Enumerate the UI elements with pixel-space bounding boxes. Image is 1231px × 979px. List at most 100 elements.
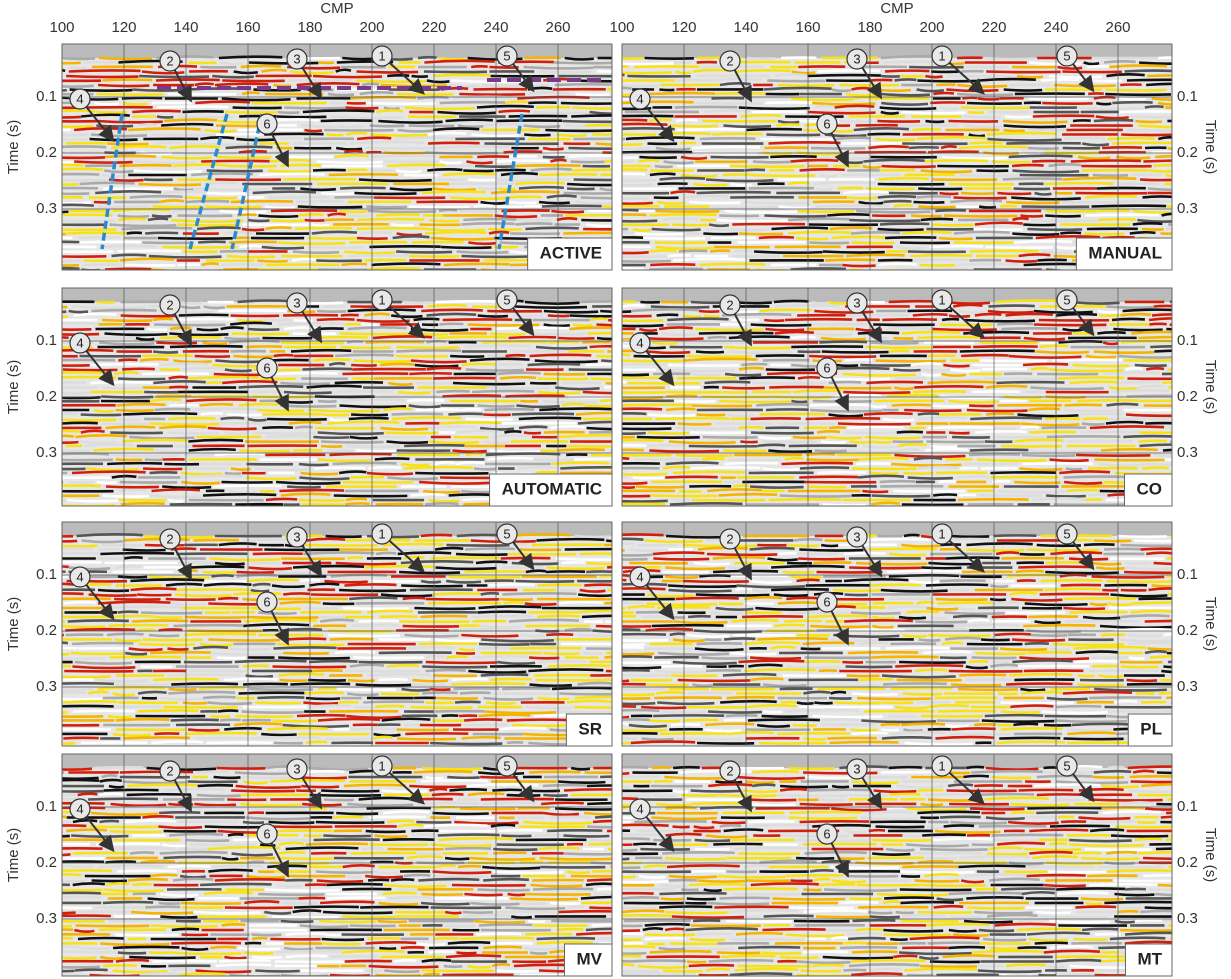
reflector	[493, 872, 563, 873]
reflector	[171, 684, 238, 685]
reflector	[1138, 386, 1165, 387]
reflector	[1129, 791, 1187, 792]
reflector	[650, 721, 680, 722]
reflector	[151, 926, 218, 927]
reflector	[273, 589, 303, 590]
reflector	[764, 216, 826, 217]
reflector	[940, 544, 961, 545]
reflector	[128, 129, 200, 130]
reflector	[138, 692, 167, 694]
reflector	[185, 617, 246, 618]
reflector	[318, 433, 384, 434]
reflector	[1167, 558, 1206, 559]
reflector	[869, 549, 937, 550]
reflector	[892, 405, 931, 406]
reflector	[295, 228, 352, 229]
reflector	[392, 417, 461, 419]
reflector	[703, 234, 738, 235]
reflector	[1112, 319, 1145, 320]
reflector	[649, 214, 716, 215]
reflector	[702, 658, 748, 659]
reflector	[739, 661, 805, 662]
reflector	[851, 232, 900, 233]
reflector	[748, 800, 797, 801]
reflector	[1123, 436, 1173, 437]
reflector	[667, 319, 728, 320]
reflector	[356, 685, 411, 686]
x-tick-label: 140	[733, 19, 758, 36]
reflector	[870, 969, 902, 971]
reflector	[107, 807, 177, 808]
reflector	[460, 809, 516, 810]
reflector	[143, 640, 203, 641]
marker-label: 3	[853, 51, 860, 66]
reflector	[125, 821, 176, 822]
reflector	[116, 960, 149, 961]
reflector	[1027, 229, 1082, 230]
reflector	[950, 536, 989, 537]
reflector	[538, 585, 582, 586]
reflector	[231, 791, 295, 792]
reflector	[78, 794, 98, 795]
reflector	[286, 639, 327, 640]
reflector	[390, 189, 432, 191]
reflector	[900, 902, 953, 903]
reflector	[98, 590, 129, 591]
y-tick-label: 0.3	[36, 200, 57, 217]
reflector	[927, 608, 959, 609]
reflector	[379, 679, 408, 680]
reflector	[828, 302, 848, 304]
reflector	[317, 881, 363, 882]
reflector	[103, 424, 149, 425]
reflector	[728, 460, 781, 461]
reflector	[547, 568, 604, 569]
reflector	[523, 126, 560, 127]
reflector	[122, 369, 155, 370]
reflector	[1138, 337, 1212, 338]
reflector	[335, 652, 375, 653]
reflector	[1142, 229, 1164, 230]
reflector	[277, 644, 344, 645]
reflector	[477, 612, 526, 613]
reflector	[272, 917, 338, 918]
reflector	[370, 126, 405, 127]
reflector	[457, 252, 509, 253]
reflector	[1097, 188, 1146, 189]
reflector	[229, 649, 271, 650]
reflector	[433, 876, 488, 877]
reflector	[426, 777, 443, 779]
y-tick-label: 0.3	[1177, 200, 1198, 217]
marker-label: 5	[503, 292, 510, 307]
reflector	[746, 804, 795, 805]
reflector	[918, 207, 955, 208]
reflector	[66, 76, 138, 77]
reflector	[1078, 676, 1095, 677]
reflector	[933, 494, 957, 495]
reflector	[456, 554, 507, 555]
reflector	[806, 460, 858, 461]
reflector	[965, 320, 1035, 321]
reflector	[1121, 135, 1173, 136]
reflector	[961, 355, 1009, 356]
reflector	[89, 827, 158, 828]
reflector	[720, 898, 770, 899]
reflector	[650, 250, 677, 251]
reflector	[257, 261, 287, 262]
reflector	[267, 866, 307, 867]
reflector	[369, 817, 426, 818]
reflector	[1082, 929, 1118, 930]
reflector	[1106, 581, 1174, 582]
reflector	[566, 454, 587, 455]
reflector	[759, 743, 800, 744]
reflector	[957, 94, 1013, 95]
reflector	[797, 703, 814, 704]
reflector	[647, 861, 677, 863]
reflector	[920, 966, 977, 967]
reflector	[914, 260, 968, 261]
reflector	[328, 635, 400, 636]
reflector	[513, 316, 544, 317]
reflector	[1146, 553, 1172, 554]
reflector	[650, 264, 695, 265]
reflector	[636, 234, 685, 235]
reflector	[76, 926, 150, 927]
